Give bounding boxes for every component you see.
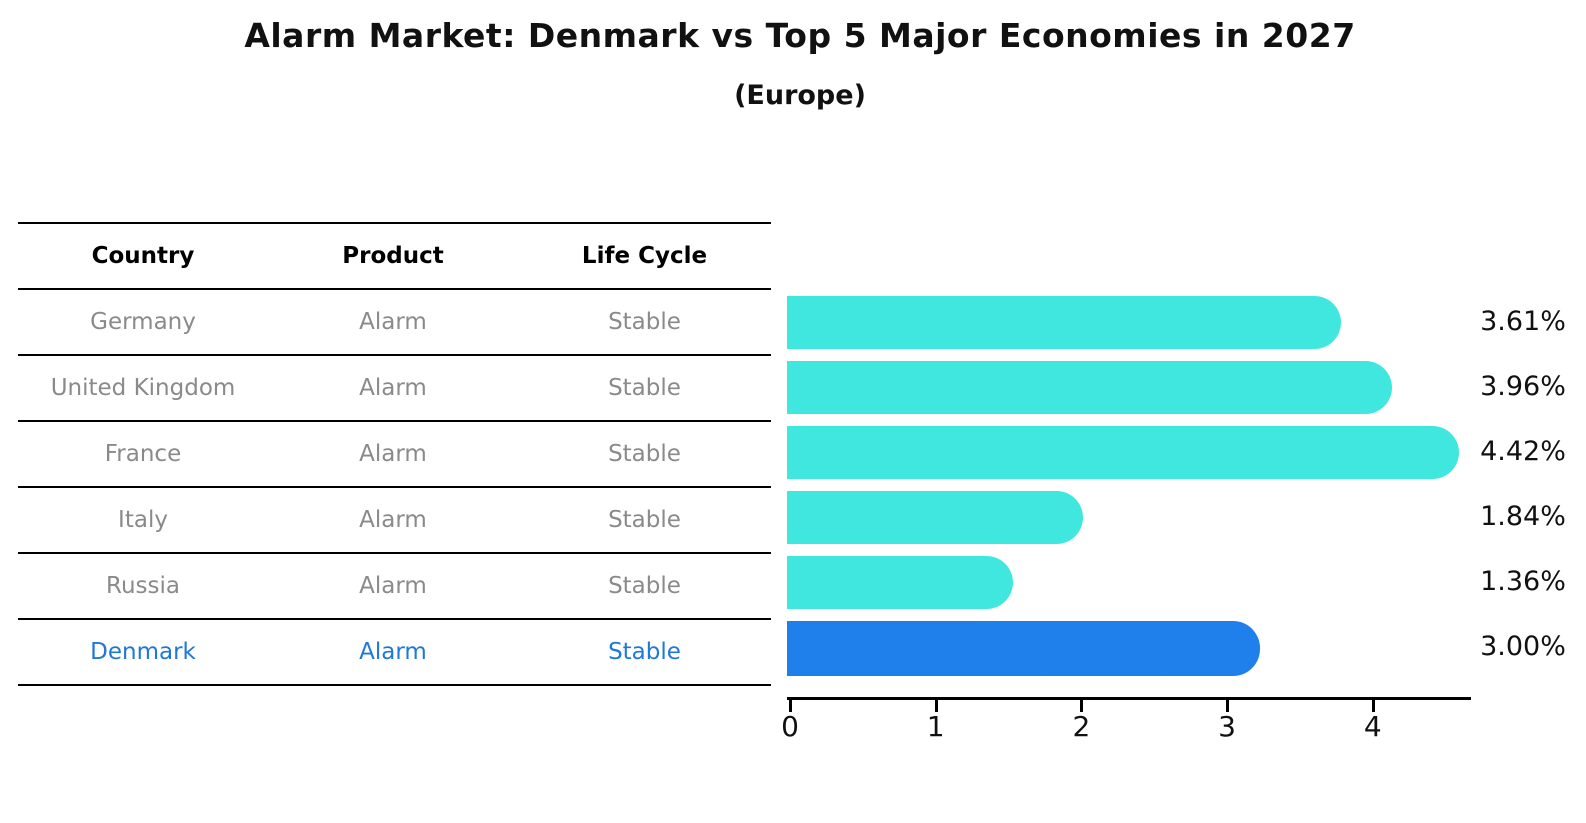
table-cell-life-cycle: Stable [518,290,771,356]
value-label: 1.84% [1480,501,1566,532]
x-axis-tick-label: 0 [781,710,799,743]
x-axis-line [787,697,1471,700]
x-axis-tick [934,700,938,712]
table-cell-country: Italy [18,488,268,554]
value-label: 1.36% [1480,566,1566,597]
table-cell-country: Russia [18,554,268,620]
value-label: 3.61% [1480,306,1566,337]
table-cell-life-cycle: Stable [518,356,771,422]
column-header-country: Country [18,224,268,290]
table-cell-country: France [18,422,268,488]
bar-denmark [787,621,1261,676]
x-axis-tick-label: 1 [926,710,945,743]
table-cell-product: Alarm [268,422,518,488]
table-cell-life-cycle: Stable [518,620,771,686]
bar-united-kingdom [787,361,1392,414]
x-axis-tick [1371,700,1375,712]
table-cell-life-cycle: Stable [518,422,771,488]
table-cell-product: Alarm [268,356,518,422]
x-axis-tick-label: 3 [1218,710,1236,743]
value-label: 3.96% [1480,371,1566,402]
bar-germany [787,296,1341,349]
table-cell-product: Alarm [268,488,518,554]
bar-italy [787,491,1084,544]
bar-russia [787,556,1014,609]
country-info-table: Country Product Life Cycle Germany Alarm… [18,222,771,686]
x-axis-tick-label: 2 [1072,710,1091,743]
table-cell-product: Alarm [268,290,518,356]
table-cell-product: Alarm [268,554,518,620]
x-axis-tick [1080,700,1084,712]
table-cell-life-cycle: Stable [518,554,771,620]
column-header-life-cycle: Life Cycle [518,224,771,290]
x-axis-tick [789,700,792,712]
bar-france [787,426,1459,479]
table-cell-country: United Kingdom [18,356,268,422]
chart-title: Alarm Market: Denmark vs Top 5 Major Eco… [244,16,1356,55]
chart-subtitle: (Europe) [734,80,866,111]
table-cell-country: Germany [18,290,268,356]
table-cell-country: Denmark [18,620,268,686]
value-label: 3.00% [1480,631,1566,662]
value-label: 4.42% [1480,436,1566,467]
table-cell-product: Alarm [268,620,518,686]
table-cell-life-cycle: Stable [518,488,771,554]
x-axis-tick [1226,700,1230,712]
column-header-product: Product [268,224,518,290]
x-axis-tick-label: 4 [1363,710,1382,743]
